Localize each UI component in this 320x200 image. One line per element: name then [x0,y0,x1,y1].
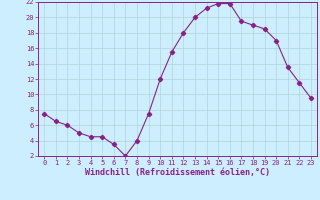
X-axis label: Windchill (Refroidissement éolien,°C): Windchill (Refroidissement éolien,°C) [85,168,270,177]
